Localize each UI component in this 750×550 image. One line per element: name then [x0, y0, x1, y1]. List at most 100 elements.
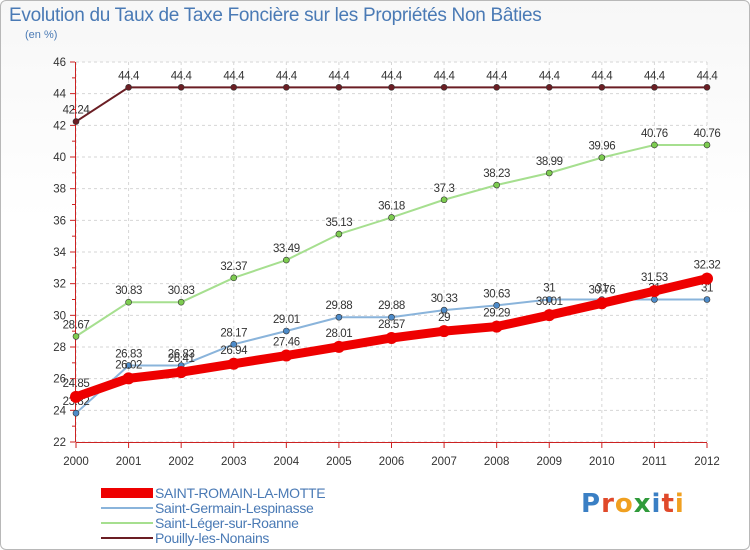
x-tick-label: 2007: [431, 456, 457, 468]
data-point: [125, 298, 132, 306]
data-label: 42.24: [63, 105, 91, 117]
data-label: 28.67: [63, 319, 90, 331]
x-tick-label: 2010: [589, 456, 615, 468]
y-tick-label: 28: [53, 342, 66, 354]
data-label: 44.4: [171, 70, 193, 82]
data-point: [648, 285, 661, 298]
legend-swatch: [101, 487, 153, 498]
data-point: [283, 327, 290, 335]
data-point: [701, 272, 713, 285]
y-tick-label: 24: [53, 405, 66, 417]
data-point: [493, 302, 500, 309]
data-point: [125, 362, 132, 369]
data-point: [490, 320, 503, 333]
data-label: 27.46: [273, 337, 300, 349]
data-point: [177, 298, 185, 306]
y-tick-label: 32: [53, 279, 66, 291]
data-point: [438, 325, 451, 338]
data-label: 44.4: [434, 70, 456, 82]
data-label: 44.4: [591, 70, 613, 82]
y-tick-label: 38: [53, 184, 66, 196]
data-label: 38.99: [536, 156, 563, 168]
data-point: [703, 84, 711, 91]
legend-swatch: [101, 521, 153, 524]
data-point: [230, 341, 238, 348]
data-point: [545, 296, 553, 303]
data-label: 30.01: [536, 296, 563, 308]
data-label: 37.3: [434, 183, 455, 195]
data-point: [385, 331, 398, 344]
data-label: 39.96: [588, 141, 615, 153]
data-point: [598, 84, 606, 91]
data-label: 29.88: [326, 300, 353, 312]
data-point: [651, 84, 658, 91]
proxiti-logo: Proxiti: [581, 489, 685, 519]
data-point: [125, 84, 132, 91]
logo-letter: i: [651, 489, 662, 519]
data-label: 31: [596, 283, 608, 295]
data-label: 28.01: [326, 328, 353, 340]
data-point: [227, 357, 240, 370]
logo-letter: x: [633, 489, 652, 519]
data-point: [440, 196, 448, 204]
data-label: 32.37: [220, 261, 247, 273]
data-point: [332, 340, 345, 353]
data-label: 26.41: [168, 353, 195, 365]
legend-label: SAINT-ROMAIN-LA-MOTTE: [155, 484, 326, 501]
legend-item: Saint-Germain-Lespinasse: [101, 499, 325, 516]
x-tick-label: 2003: [221, 456, 247, 468]
data-label: 32.32: [694, 260, 721, 272]
plot-area: [76, 62, 707, 442]
data-label: 30.33: [431, 293, 458, 305]
data-label: 44.4: [381, 70, 403, 82]
data-point: [545, 169, 553, 177]
y-tick-label: 26: [53, 374, 66, 386]
data-point: [388, 313, 395, 321]
x-tick-label: 2002: [168, 456, 194, 468]
data-label: 30.63: [483, 288, 510, 300]
legend-label: Saint-Germain-Lespinasse: [155, 499, 314, 516]
data-point: [230, 84, 238, 91]
legend-item: SAINT-ROMAIN-LA-MOTTE: [101, 484, 326, 501]
data-label: 28.17: [220, 327, 247, 339]
data-label: 30.76: [588, 284, 615, 296]
data-point: [493, 181, 500, 189]
x-tick-label: 2012: [694, 456, 720, 468]
data-label: 29.01: [273, 314, 300, 326]
data-label: 28.57: [378, 319, 405, 331]
data-label: 38.23: [483, 168, 510, 180]
data-label: 36.18: [378, 200, 405, 212]
data-point: [175, 366, 188, 379]
x-tick-label: 2009: [536, 456, 562, 468]
series-saint-leger-sur-roanne: 28.67 30.83 30.83 32.37 33.49 35.13 36.18 37.3 3…: [63, 128, 721, 340]
data-label: 29.88: [378, 300, 405, 312]
data-point: [493, 84, 500, 91]
data-point: [335, 313, 343, 321]
series-saint-romain-la-motte: 24.85 26.02 26.41 26.94 27.46 28.01 28.57 29 29.…: [63, 260, 721, 403]
y-tick-label: 42: [53, 120, 66, 132]
data-label: 40.76: [694, 128, 721, 140]
data-label: 30.83: [115, 285, 142, 297]
x-tick-label: 2011: [642, 456, 667, 468]
data-point: [651, 296, 658, 303]
data-label: 31.53: [641, 272, 668, 284]
x-tick-label: 2000: [63, 456, 89, 468]
data-label: 40.76: [641, 128, 668, 140]
data-point: [703, 141, 711, 149]
data-label: 44.4: [276, 70, 298, 82]
y-tick-label: 30: [53, 310, 66, 322]
data-label: 35.13: [326, 217, 353, 229]
y-tick-label: 34: [53, 247, 66, 259]
x-tick-label: 2005: [326, 456, 352, 468]
y-axis: 22 24 26 28 30 32 34 36 38 40 42 44 46: [53, 57, 75, 449]
data-point: [72, 409, 80, 417]
data-label: 44.4: [223, 70, 245, 82]
logo-letter: i: [674, 489, 685, 519]
data-label: 24.85: [63, 378, 90, 390]
data-point: [595, 297, 608, 310]
data-point: [283, 256, 290, 264]
x-axis: 2000 2001 2002 2003 2004 2005 2006 2007 2008 2009…: [63, 443, 720, 468]
y-tick-label: 40: [53, 152, 66, 164]
data-label: 44.4: [697, 70, 719, 82]
